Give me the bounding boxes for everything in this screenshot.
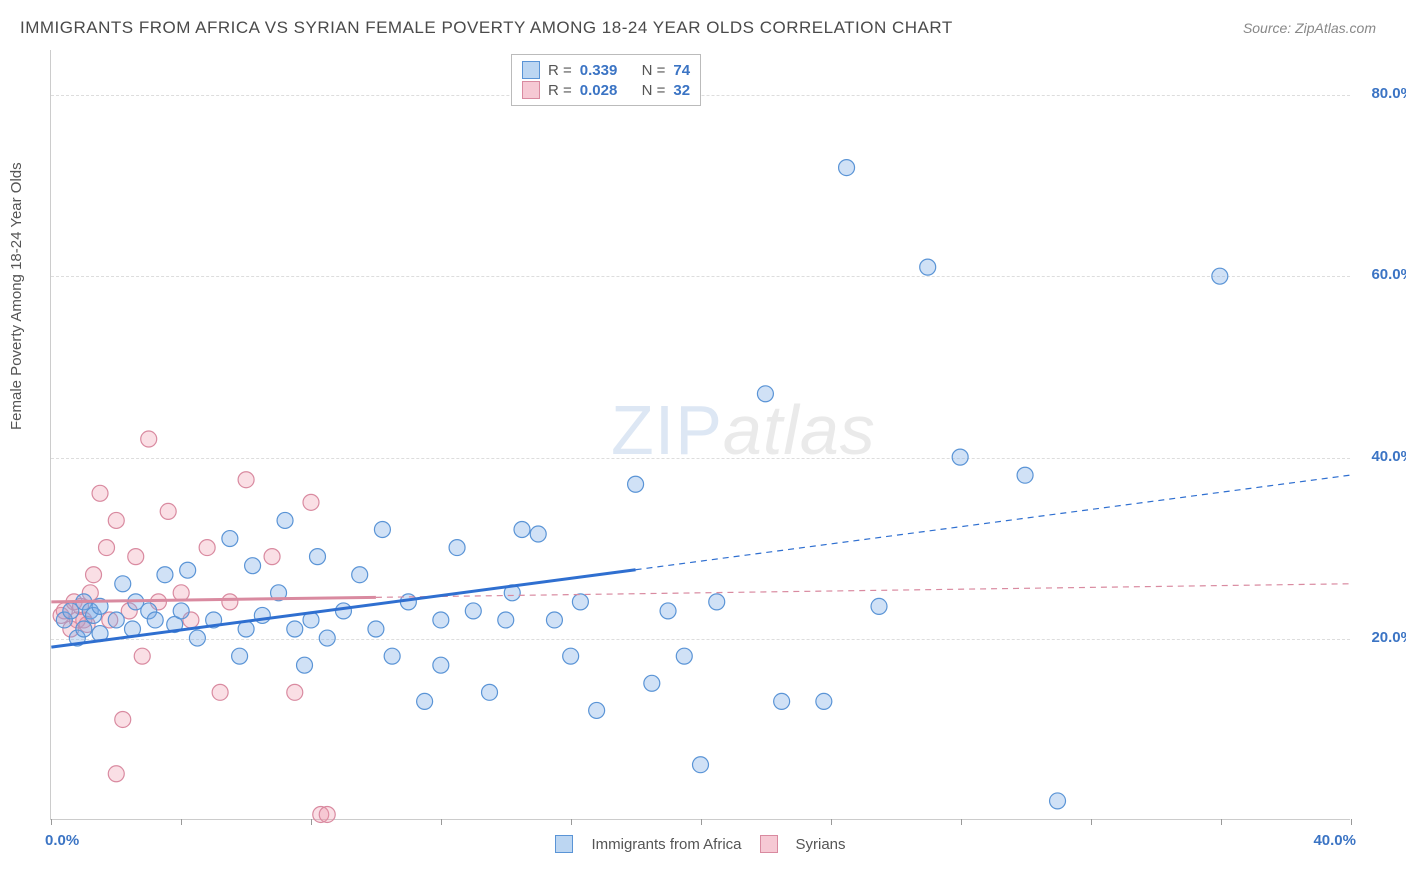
data-point [417,693,433,709]
data-point [676,648,692,664]
legend-row-africa: R = 0.339 N = 74 [522,61,690,79]
data-point [232,648,248,664]
legend-row-syrians: R = 0.028 N = 32 [522,81,690,99]
source-attribution: Source: ZipAtlas.com [1243,20,1376,36]
data-point [952,449,968,465]
n-label: N = [642,82,666,99]
scatter-svg [51,50,1350,819]
data-point [189,630,205,646]
chart-plot-area: ZIPatlas 20.0%40.0%60.0%80.0% R = 0.339 … [50,50,1350,820]
trend-line-dashed [636,475,1350,570]
data-point [449,540,465,556]
data-point [1212,268,1228,284]
data-point [660,603,676,619]
data-point [303,494,319,510]
n-label: N = [642,62,666,79]
data-point [99,540,115,556]
data-point [157,567,173,583]
data-point [173,603,189,619]
data-point [128,549,144,565]
data-point [147,612,163,628]
data-point [816,693,832,709]
x-tick-label-right: 40.0% [1313,832,1356,849]
data-point [212,684,228,700]
data-point [352,567,368,583]
data-point [115,576,131,592]
data-point [199,540,215,556]
data-point [546,612,562,628]
r-value-africa: 0.339 [580,62,618,79]
data-point [319,806,335,822]
r-value-syrians: 0.028 [580,82,618,99]
data-point [134,648,150,664]
correlation-legend: R = 0.339 N = 74 R = 0.028 N = 32 [511,54,701,106]
r-label: R = [548,62,572,79]
data-point [482,684,498,700]
data-point [693,757,709,773]
data-point [76,621,92,637]
legend-syrians-label: Syrians [796,836,846,853]
legend-africa-label: Immigrants from Africa [591,836,741,853]
data-point [465,603,481,619]
data-point [92,485,108,501]
data-point [264,549,280,565]
r-label: R = [548,82,572,99]
n-value-africa: 74 [673,62,690,79]
x-tick-label-left: 0.0% [45,832,79,849]
chart-title: IMMIGRANTS FROM AFRICA VS SYRIAN FEMALE … [20,18,953,38]
data-point [871,598,887,614]
data-point [514,522,530,538]
data-point [238,472,254,488]
series-legend: Immigrants from Africa Syrians [51,835,1350,853]
n-value-syrians: 32 [673,82,690,99]
data-point [433,612,449,628]
data-point [384,648,400,664]
data-point [108,612,124,628]
data-point [141,431,157,447]
data-point [433,657,449,673]
data-point [920,259,936,275]
y-tick-label: 60.0% [1371,266,1406,283]
y-tick-label: 40.0% [1371,448,1406,465]
data-point [173,585,189,601]
data-point [245,558,261,574]
data-point [709,594,725,610]
y-tick-label: 20.0% [1371,629,1406,646]
data-point [628,476,644,492]
swatch-syrians-icon [760,835,778,853]
data-point [115,711,131,727]
data-point [774,693,790,709]
data-point [757,386,773,402]
data-point [335,603,351,619]
data-point [277,512,293,528]
data-point [108,512,124,528]
data-point [222,531,238,547]
data-point [374,522,390,538]
data-point [160,503,176,519]
data-point [319,630,335,646]
data-point [589,702,605,718]
data-point [368,621,384,637]
data-point [222,594,238,610]
data-point [108,766,124,782]
swatch-africa-icon [522,61,540,79]
swatch-africa-icon [555,835,573,853]
data-point [86,567,102,583]
data-point [1050,793,1066,809]
data-point [297,657,313,673]
data-point [498,612,514,628]
data-point [287,621,303,637]
data-point [1017,467,1033,483]
y-axis-label: Female Poverty Among 18-24 Year Olds [8,162,25,430]
data-point [310,549,326,565]
data-point [644,675,660,691]
data-point [530,526,546,542]
data-point [287,684,303,700]
data-point [572,594,588,610]
data-point [563,648,579,664]
y-tick-label: 80.0% [1371,85,1406,102]
data-point [180,562,196,578]
swatch-syrians-icon [522,81,540,99]
data-point [839,160,855,176]
